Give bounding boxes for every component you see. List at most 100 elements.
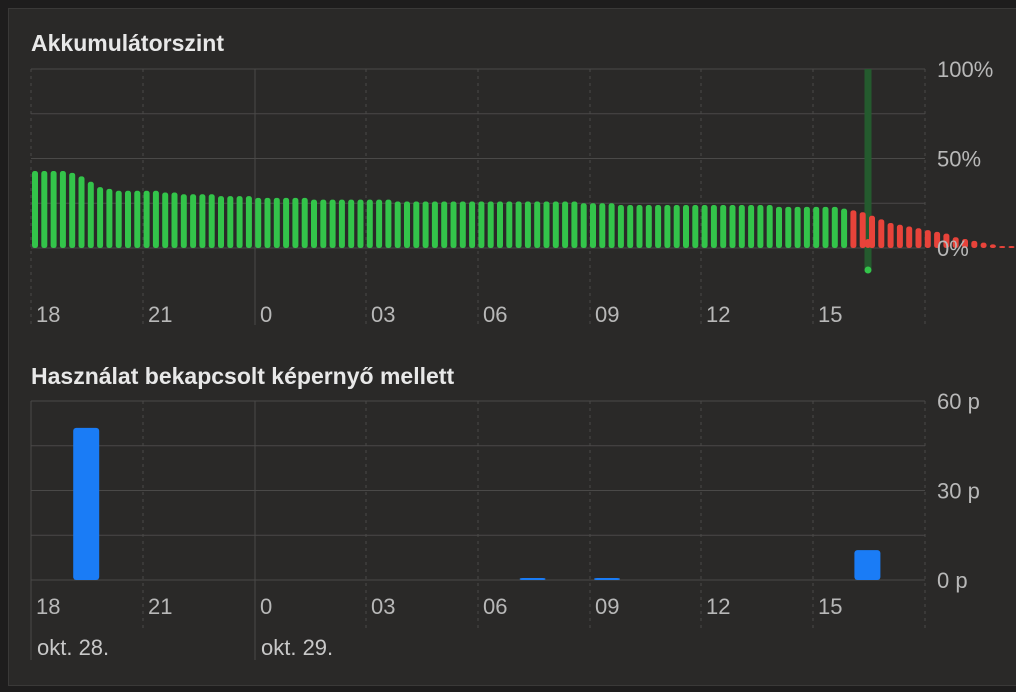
battery-x-tick-label: 0 — [260, 302, 272, 327]
battery-bar — [999, 246, 1006, 248]
battery-bar — [673, 205, 680, 248]
battery-bar — [143, 190, 150, 248]
battery-bar — [989, 244, 996, 248]
usage-bar — [594, 578, 620, 580]
battery-bar — [934, 231, 941, 248]
usage-bar — [73, 427, 100, 580]
battery-bar — [497, 201, 503, 248]
battery-bar — [562, 201, 569, 248]
battery-bar — [785, 206, 792, 248]
battery-bar — [338, 199, 345, 248]
battery-x-tick-label: 15 — [818, 302, 842, 327]
battery-bar — [869, 215, 875, 248]
battery-bar — [887, 222, 894, 248]
usage-x-tick-label: 06 — [483, 594, 507, 619]
battery-bar — [692, 205, 699, 248]
usage-x-tick-label: 15 — [818, 594, 842, 619]
battery-bar — [171, 192, 178, 248]
battery-bar — [627, 205, 634, 248]
battery-bar — [515, 201, 522, 248]
battery-bar — [357, 199, 364, 248]
battery-bar — [952, 237, 959, 248]
usage-y-tick-label: 0 p — [937, 568, 968, 593]
battery-bar — [441, 201, 448, 248]
battery-bar — [227, 196, 234, 248]
battery-bar — [524, 201, 531, 248]
battery-bar — [311, 199, 317, 248]
battery-bar — [980, 242, 987, 248]
battery-bar — [590, 203, 596, 248]
battery-bar — [710, 205, 717, 248]
battery-bar — [245, 196, 252, 248]
battery-bar — [59, 171, 66, 248]
battery-bar — [255, 197, 262, 248]
battery-bar — [134, 190, 141, 248]
battery-charging-dot — [864, 266, 872, 274]
battery-bar — [190, 194, 197, 248]
battery-x-tick-label: 12 — [706, 302, 730, 327]
battery-bar — [376, 199, 383, 248]
battery-level-title: Akkumulátorszint — [31, 30, 224, 56]
battery-bar — [552, 201, 559, 248]
battery-bar — [608, 203, 615, 248]
battery-bar — [320, 199, 327, 248]
battery-bar — [748, 205, 755, 248]
battery-bar — [78, 176, 85, 248]
battery-bar — [283, 197, 290, 248]
battery-bar — [106, 188, 113, 248]
battery-bar — [329, 199, 336, 248]
battery-bar — [115, 190, 122, 248]
battery-bar — [906, 226, 913, 248]
battery-bar — [617, 205, 624, 248]
usage-date-label: okt. 28. — [37, 635, 109, 660]
battery-bar — [366, 199, 373, 248]
battery-bar — [208, 194, 215, 248]
battery-bar — [469, 201, 476, 248]
battery-bar — [841, 208, 848, 248]
battery-y-tick-label: 0% — [937, 236, 969, 261]
battery-bar — [236, 196, 243, 248]
usage-bar — [854, 550, 881, 580]
battery-bar — [152, 190, 159, 248]
battery-bar — [1008, 246, 1015, 248]
usage-x-tick-label: 21 — [148, 594, 172, 619]
battery-bar — [301, 197, 308, 248]
battery-bar — [487, 201, 494, 248]
battery-bar — [41, 171, 48, 248]
battery-bar — [87, 181, 94, 248]
usage-x-tick-label: 12 — [706, 594, 730, 619]
usage-x-tick-label: 09 — [595, 594, 619, 619]
battery-x-tick-label: 09 — [595, 302, 619, 327]
battery-bar — [534, 201, 541, 248]
battery-bar — [915, 228, 922, 248]
battery-bar — [199, 194, 206, 248]
battery-bar — [571, 201, 578, 248]
usage-y-tick-label: 30 p — [937, 479, 980, 504]
battery-bar — [813, 206, 820, 248]
battery-bar — [859, 212, 866, 248]
battery-bar — [97, 187, 104, 248]
battery-x-tick-label: 03 — [371, 302, 395, 327]
battery-bar — [896, 224, 903, 248]
battery-y-tick-label: 50% — [937, 147, 981, 172]
battery-charging-column — [864, 69, 872, 270]
battery-bar — [292, 197, 299, 248]
screen-on-usage-title: Használat bekapcsolt képernyő mellett — [31, 363, 455, 389]
battery-x-tick-label: 21 — [148, 302, 172, 327]
usage-x-tick-label: 18 — [36, 594, 60, 619]
battery-bar — [218, 196, 224, 248]
battery-y-tick-label: 100% — [937, 57, 993, 82]
battery-bar — [757, 205, 764, 248]
battery-bar — [822, 206, 829, 248]
battery-bar — [962, 239, 968, 248]
battery-bar — [971, 240, 978, 248]
battery-bar — [683, 205, 689, 248]
battery-bar — [413, 201, 420, 248]
battery-history-panel — [8, 8, 1016, 686]
battery-bar — [729, 205, 736, 248]
battery-bar — [794, 206, 801, 248]
battery-bar — [701, 205, 708, 248]
battery-bar — [69, 172, 76, 248]
battery-bar — [776, 206, 782, 248]
battery-bar — [180, 194, 187, 248]
